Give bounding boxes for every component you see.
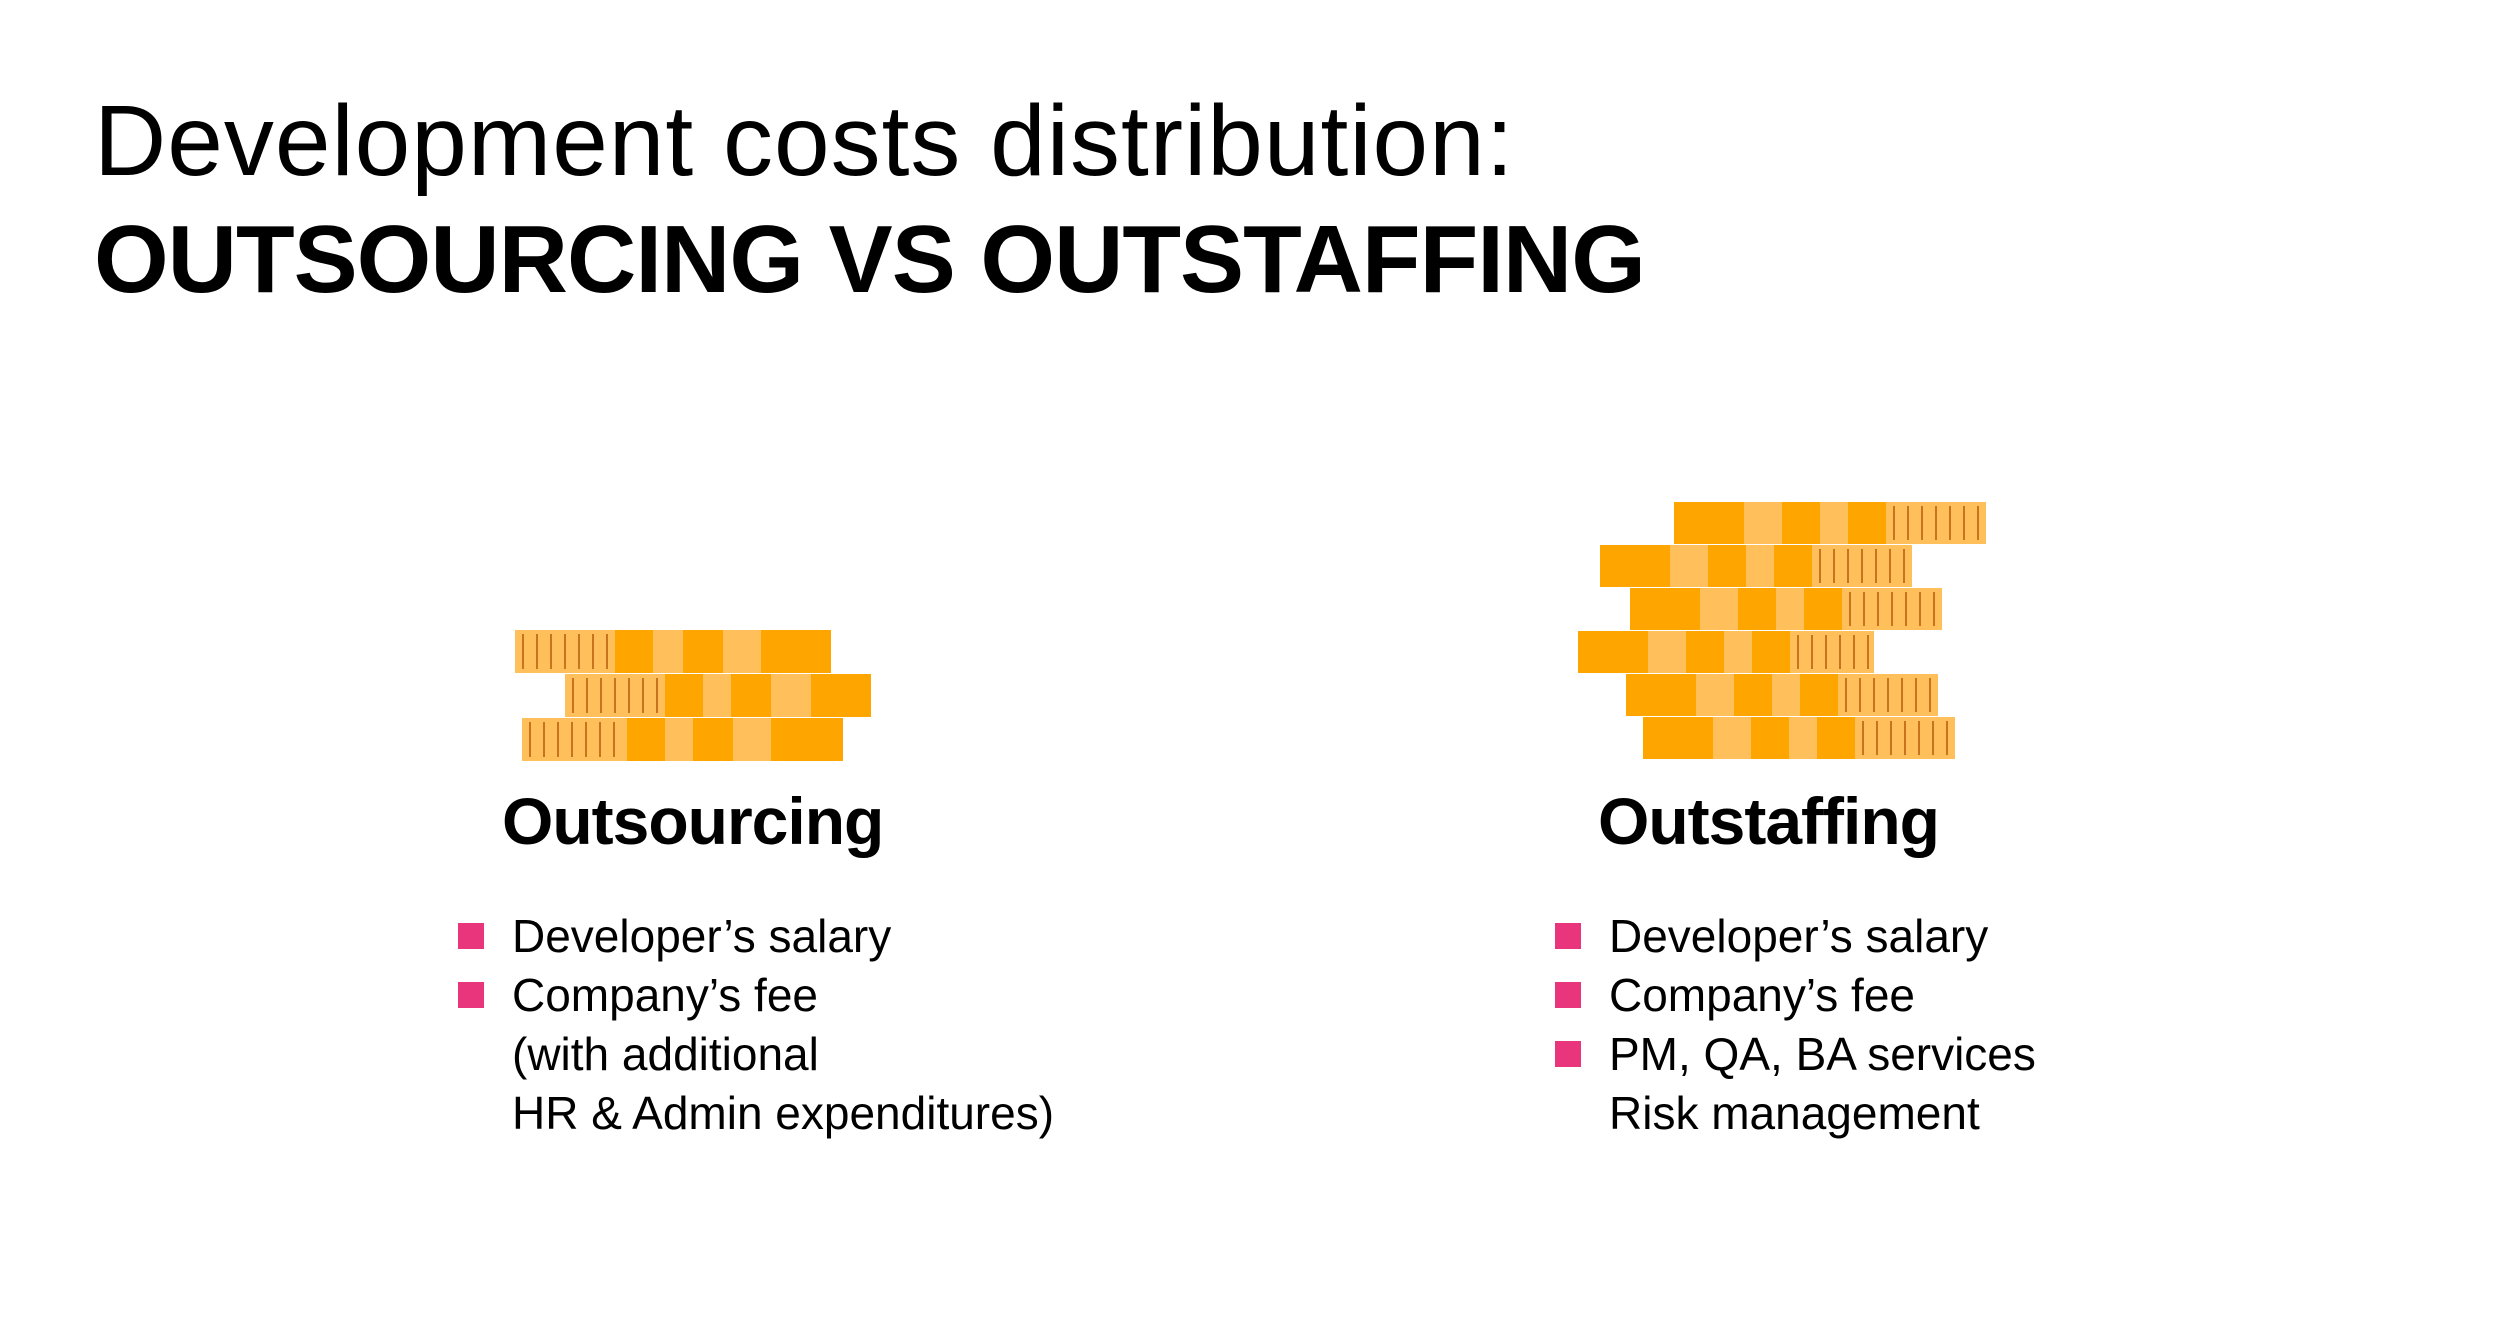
list-item-continuation: HR & Admin expenditures) xyxy=(458,1084,1054,1143)
list-item-text: (with additional xyxy=(512,1028,819,1080)
list-item-text: HR & Admin expenditures) xyxy=(512,1087,1055,1139)
list-item: Company’s fee xyxy=(458,966,1054,1025)
list-item-continuation: Risk management xyxy=(1555,1084,2036,1143)
outstaffing-cost-list: Developer’s salary Company’s fee PM, QA,… xyxy=(1555,907,2036,1143)
outsourcing-heading: Outsourcing xyxy=(502,784,884,858)
outstaffing-coin-stack-icon xyxy=(1578,502,1986,759)
list-item-text: Developer’s salary xyxy=(1609,910,1989,962)
outstaffing-heading: Outstaffing xyxy=(1598,784,1940,858)
list-item: Developer’s salary xyxy=(1555,907,2036,966)
list-item: Developer’s salary xyxy=(458,907,1054,966)
square-bullet-icon xyxy=(458,923,484,949)
square-bullet-icon xyxy=(458,982,484,1008)
list-item: Company’s fee xyxy=(1555,966,2036,1025)
title-line-2: OUTSOURCING VS OUTSTAFFING xyxy=(94,206,1646,313)
title-line-1: Development costs distribution: xyxy=(94,85,1515,197)
square-bullet-icon xyxy=(1555,1041,1581,1067)
list-item: PM, QA, BA services xyxy=(1555,1025,2036,1084)
list-item-text: Developer’s salary xyxy=(512,910,892,962)
outsourcing-cost-list: Developer’s salary Company’s fee (with a… xyxy=(458,907,1054,1143)
list-item-text: Risk management xyxy=(1609,1087,1980,1139)
list-item-text: Company’s fee xyxy=(1609,969,1915,1021)
square-bullet-icon xyxy=(1555,982,1581,1008)
list-item-text: PM, QA, BA services xyxy=(1609,1028,2036,1080)
list-item-text: Company’s fee xyxy=(512,969,818,1021)
list-item-continuation: (with additional xyxy=(458,1025,1054,1084)
square-bullet-icon xyxy=(1555,923,1581,949)
outsourcing-coin-stack-icon xyxy=(515,630,871,761)
